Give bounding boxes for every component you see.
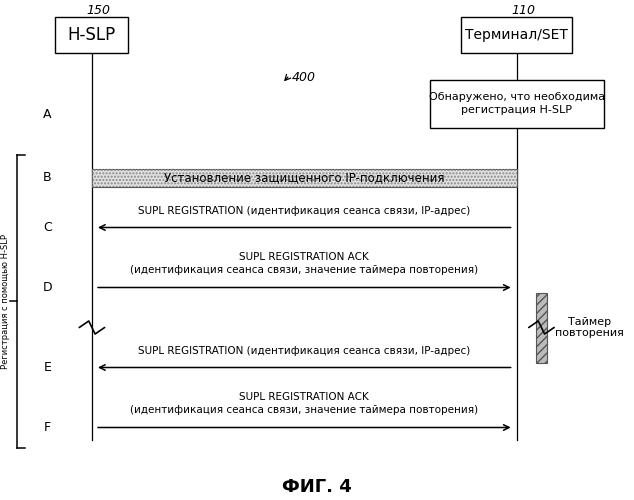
Text: Регистрация с помощью H-SLP: Регистрация с помощью H-SLP [1, 234, 10, 369]
FancyBboxPatch shape [56, 16, 128, 52]
Text: Терминал/SET: Терминал/SET [465, 28, 568, 42]
Bar [92, 168, 517, 186]
Text: SUPL REGISTRATION ACK
(идентификация сеанса связи, значение таймера повторения): SUPL REGISTRATION ACK (идентификация сеа… [130, 252, 479, 274]
Text: 110: 110 [511, 4, 535, 18]
Text: B: B [43, 171, 52, 184]
Text: C: C [43, 221, 52, 234]
Text: Обнаружено, что необходима
регистрация H-SLP: Обнаружено, что необходима регистрация H… [429, 92, 605, 116]
FancyBboxPatch shape [461, 16, 572, 52]
Bar [536, 292, 547, 362]
Text: 400: 400 [292, 71, 316, 84]
FancyBboxPatch shape [429, 80, 604, 128]
Text: Установление защищенного IP-подключения: Установление защищенного IP-подключения [164, 171, 444, 184]
Text: F: F [44, 421, 51, 434]
Bar [92, 168, 517, 186]
Text: SUPL REGISTRATION (идентификация сеанса связи, IP-адрес): SUPL REGISTRATION (идентификация сеанса … [138, 346, 470, 356]
Text: E: E [44, 361, 51, 374]
Text: H-SLP: H-SLP [68, 26, 116, 44]
Text: D: D [42, 281, 53, 294]
Text: SUPL REGISTRATION ACK
(идентификация сеанса связи, значение таймера повторения): SUPL REGISTRATION ACK (идентификация сеа… [130, 392, 479, 414]
Text: ФИГ. 4: ФИГ. 4 [282, 478, 352, 496]
Text: A: A [43, 108, 52, 122]
Text: Таймер
повторения: Таймер повторения [555, 316, 624, 338]
Text: SUPL REGISTRATION (идентификация сеанса связи, IP-адрес): SUPL REGISTRATION (идентификация сеанса … [138, 206, 470, 216]
Text: 150: 150 [86, 4, 110, 18]
